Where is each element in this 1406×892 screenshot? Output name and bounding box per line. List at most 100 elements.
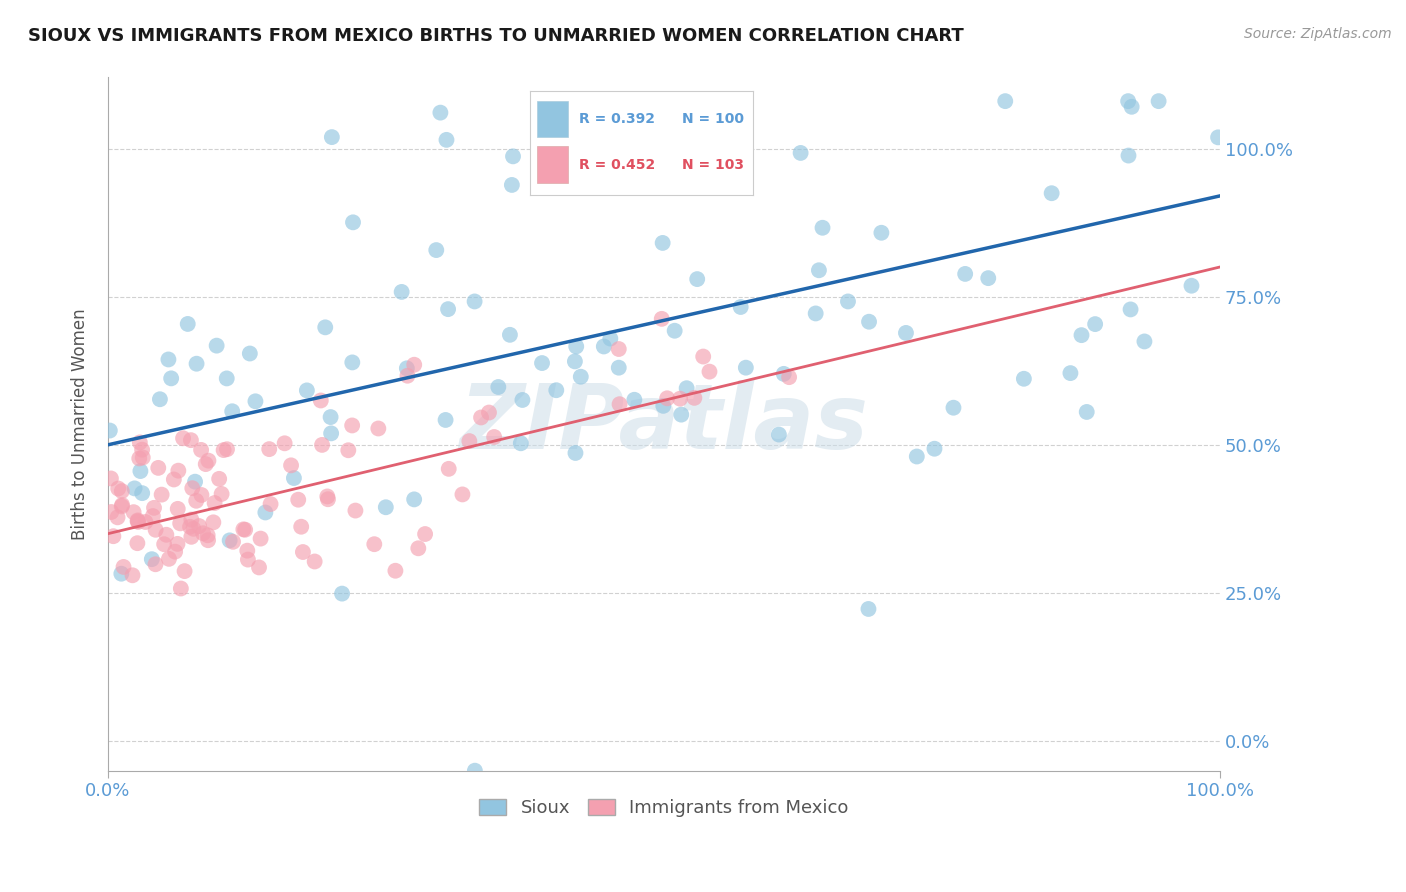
Point (311, 438, 333, 452)
Point (98, 424, 121, 438)
Point (451, 487, 474, 501)
Point (148, 461, 170, 475)
Point (858, 315, 880, 329)
Point (173, 564, 195, 578)
Point (1147, 94, 1170, 108)
Point (531, 356, 554, 370)
Point (1180, 278, 1202, 293)
Point (233, 523, 256, 537)
Y-axis label: Births to Unmarried Women: Births to Unmarried Women (72, 309, 89, 540)
Point (155, 528, 177, 542)
Point (304, 554, 326, 568)
Point (1206, 130, 1229, 145)
Point (404, 358, 426, 372)
Text: SIOUX VS IMMIGRANTS FROM MEXICO BIRTHS TO UNMARRIED WOMEN CORRELATION CHART: SIOUX VS IMMIGRANTS FROM MEXICO BIRTHS T… (28, 27, 965, 45)
Point (664, 324, 686, 338)
Point (623, 392, 645, 407)
Point (669, 392, 692, 406)
Text: Source: ZipAtlas.com: Source: ZipAtlas.com (1244, 27, 1392, 41)
Point (342, 215, 364, 229)
Point (128, 451, 150, 466)
Point (194, 457, 217, 471)
Point (591, 177, 613, 191)
Point (191, 526, 214, 541)
Point (257, 442, 280, 456)
Point (215, 371, 238, 385)
Point (470, 410, 492, 425)
Point (437, 302, 460, 317)
Point (374, 500, 396, 515)
Point (706, 119, 728, 133)
Point (202, 516, 225, 530)
Point (179, 520, 201, 534)
Point (425, 243, 447, 257)
Point (319, 410, 342, 425)
Point (1133, 334, 1156, 349)
Point (143, 500, 166, 515)
Point (295, 384, 318, 398)
Point (464, 764, 486, 778)
Point (367, 421, 389, 435)
Point (290, 520, 312, 534)
Point (671, 408, 693, 422)
Point (153, 537, 176, 551)
Point (942, 401, 965, 415)
Point (1076, 405, 1098, 419)
Point (811, 220, 834, 235)
Point (283, 471, 305, 485)
Point (768, 427, 790, 442)
Point (994, 94, 1017, 108)
Point (205, 338, 228, 352)
Point (211, 487, 233, 501)
Point (804, 306, 827, 320)
Point (128, 435, 150, 450)
Point (145, 558, 167, 572)
Point (657, 392, 679, 406)
Point (413, 527, 436, 541)
Point (486, 380, 509, 394)
Point (321, 426, 343, 441)
Point (212, 443, 235, 458)
Point (330, 586, 353, 600)
Point (121, 568, 143, 582)
Point (651, 311, 673, 326)
Point (599, 332, 621, 346)
Point (291, 545, 314, 559)
Point (208, 472, 231, 486)
Point (870, 226, 893, 240)
Point (905, 450, 928, 464)
Point (391, 285, 413, 299)
Point (186, 357, 208, 371)
Point (344, 503, 367, 517)
Point (342, 355, 364, 369)
Point (197, 533, 219, 548)
Point (772, 367, 794, 381)
Point (122, 505, 145, 519)
Point (408, 541, 430, 556)
Point (699, 365, 721, 379)
Point (236, 552, 259, 566)
Point (172, 431, 194, 445)
Point (695, 150, 717, 164)
Point (1059, 366, 1081, 380)
Point (103, 529, 125, 543)
Point (215, 442, 238, 457)
Point (1119, 302, 1142, 317)
Point (127, 536, 149, 550)
Point (458, 434, 481, 449)
Point (316, 492, 339, 507)
Point (363, 537, 385, 551)
Point (166, 501, 188, 516)
Point (180, 530, 202, 544)
Point (478, 405, 501, 419)
Point (607, 360, 630, 375)
Point (149, 392, 172, 407)
Point (190, 442, 212, 457)
Point (789, 145, 811, 160)
Point (592, 339, 614, 353)
Point (236, 543, 259, 558)
Point (321, 130, 343, 145)
Point (142, 509, 165, 524)
Point (150, 488, 173, 502)
Point (127, 513, 149, 527)
